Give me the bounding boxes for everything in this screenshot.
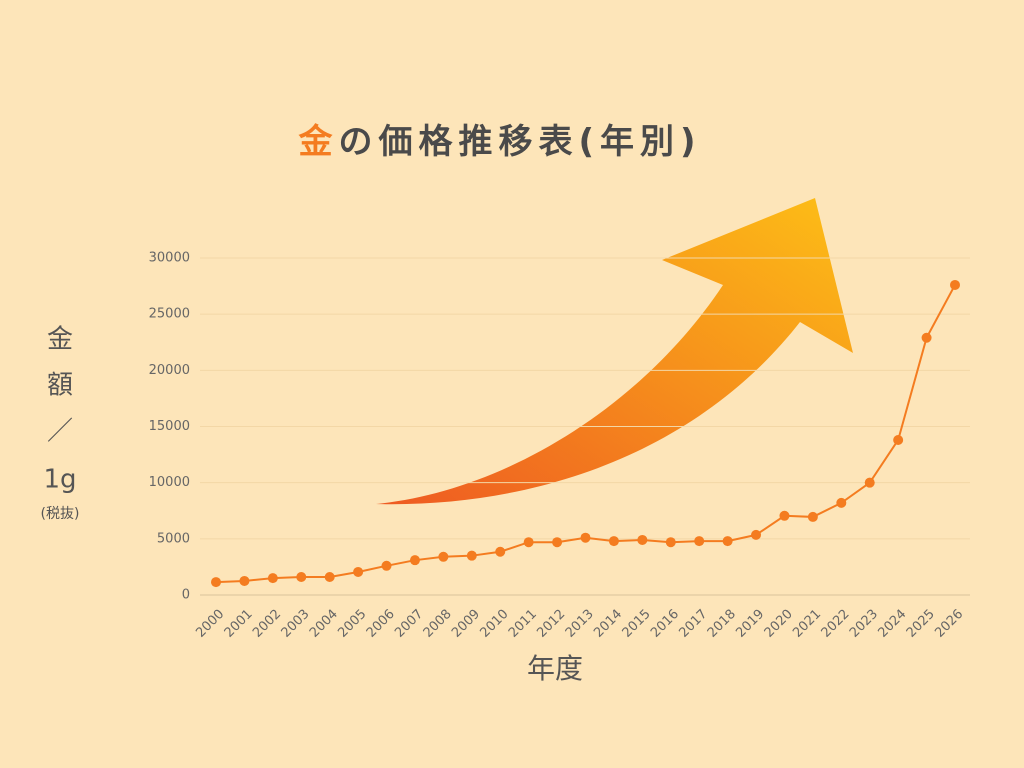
- data-point: [751, 529, 762, 540]
- y-axis-label: (税抜): [41, 506, 80, 522]
- data-point: [694, 536, 705, 547]
- y-tick-label: 25000: [149, 307, 190, 322]
- data-point: [438, 551, 449, 562]
- trend-arrow: [376, 198, 853, 505]
- chart-title: 金の価格推移表(年別): [297, 122, 701, 162]
- data-point: [950, 279, 960, 290]
- data-point: [807, 511, 818, 522]
- data-point: [921, 332, 932, 343]
- data-point: [893, 434, 904, 445]
- data-point: [239, 575, 250, 586]
- y-tick-label: 0: [182, 588, 190, 603]
- data-point: [211, 577, 221, 588]
- data-point: [381, 560, 392, 571]
- data-point: [353, 566, 364, 577]
- data-point: [267, 573, 278, 584]
- data-point: [864, 477, 875, 488]
- y-axis-label: ／: [47, 417, 73, 447]
- data-point: [495, 546, 506, 557]
- data-point: [324, 572, 335, 583]
- y-axis-label: 金: [47, 325, 73, 355]
- y-tick-label: 30000: [149, 251, 190, 266]
- data-point: [779, 510, 790, 521]
- y-tick-label: 5000: [157, 531, 190, 546]
- y-axis-label: 額: [47, 371, 73, 401]
- y-tick-label: 15000: [149, 419, 190, 434]
- data-point: [608, 536, 619, 547]
- title-highlight: 金: [297, 122, 338, 162]
- y-tick-label: 20000: [149, 363, 190, 378]
- data-point: [552, 537, 563, 548]
- data-point: [296, 572, 307, 583]
- data-point: [580, 532, 591, 543]
- title-text: の価格推移表(年別): [338, 122, 701, 162]
- data-point: [836, 497, 847, 508]
- y-tick-label: 10000: [149, 475, 190, 490]
- data-point: [409, 555, 420, 566]
- data-point: [722, 536, 733, 547]
- data-point: [523, 537, 534, 548]
- data-point: [466, 550, 477, 561]
- x-axis-label: 年度: [527, 652, 583, 685]
- data-point: [665, 537, 676, 548]
- data-point: [637, 534, 648, 545]
- y-axis-label: 1g: [43, 465, 76, 495]
